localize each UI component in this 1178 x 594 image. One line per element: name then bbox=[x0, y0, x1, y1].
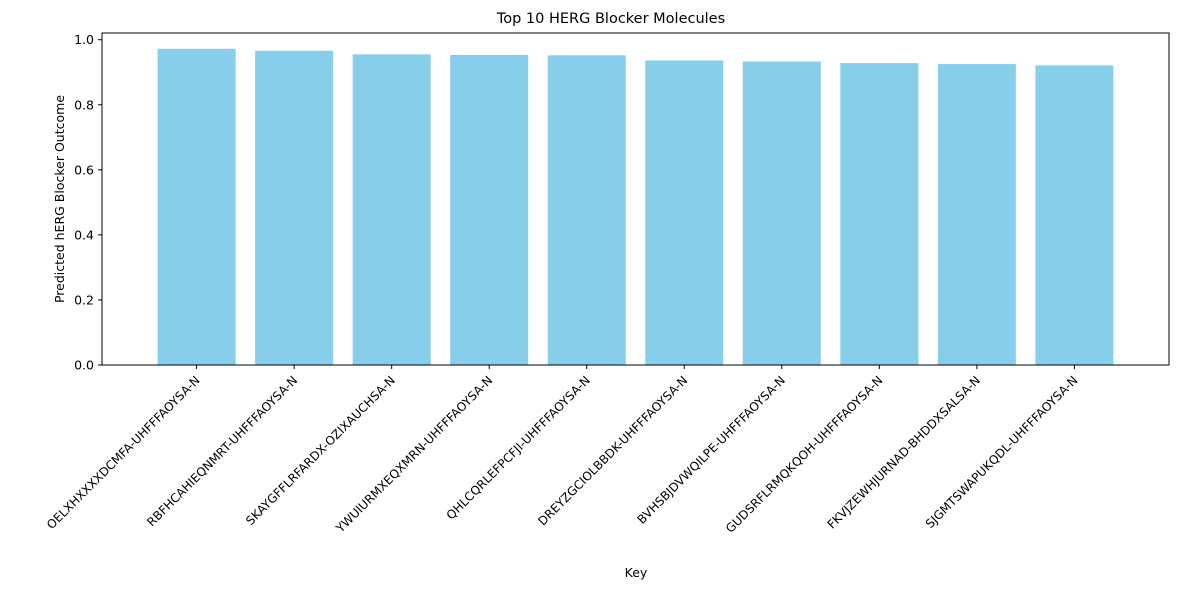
x-axis-label: Key bbox=[625, 565, 648, 580]
bars-group bbox=[157, 48, 1114, 366]
y-tick-label: 1.0 bbox=[74, 32, 94, 47]
bar bbox=[937, 64, 1016, 365]
bar bbox=[352, 54, 431, 366]
y-axis-label: Predicted hERG Blocker Outcome bbox=[52, 95, 67, 303]
y-axis-ticks: 0.0 0.2 0.4 0.6 0.8 1.0 bbox=[74, 32, 102, 373]
bar bbox=[645, 60, 724, 366]
y-tick-label: 0.6 bbox=[74, 162, 94, 177]
bar bbox=[157, 48, 236, 366]
bar bbox=[450, 54, 529, 366]
y-tick-label: 0.2 bbox=[74, 292, 94, 307]
bar bbox=[840, 63, 919, 366]
chart-title: Top 10 HERG Blocker Molecules bbox=[496, 11, 725, 27]
bar bbox=[255, 50, 334, 365]
y-tick-label: 0.8 bbox=[74, 97, 94, 112]
plot-area-frame bbox=[101, 32, 1170, 366]
bar bbox=[1035, 65, 1114, 366]
y-axis-label-group: Predicted hERG Blocker Outcome bbox=[52, 95, 67, 303]
y-tick-label: 0.0 bbox=[74, 358, 94, 373]
bar bbox=[547, 55, 626, 365]
y-tick-label: 0.4 bbox=[74, 227, 94, 242]
bar bbox=[742, 61, 821, 365]
